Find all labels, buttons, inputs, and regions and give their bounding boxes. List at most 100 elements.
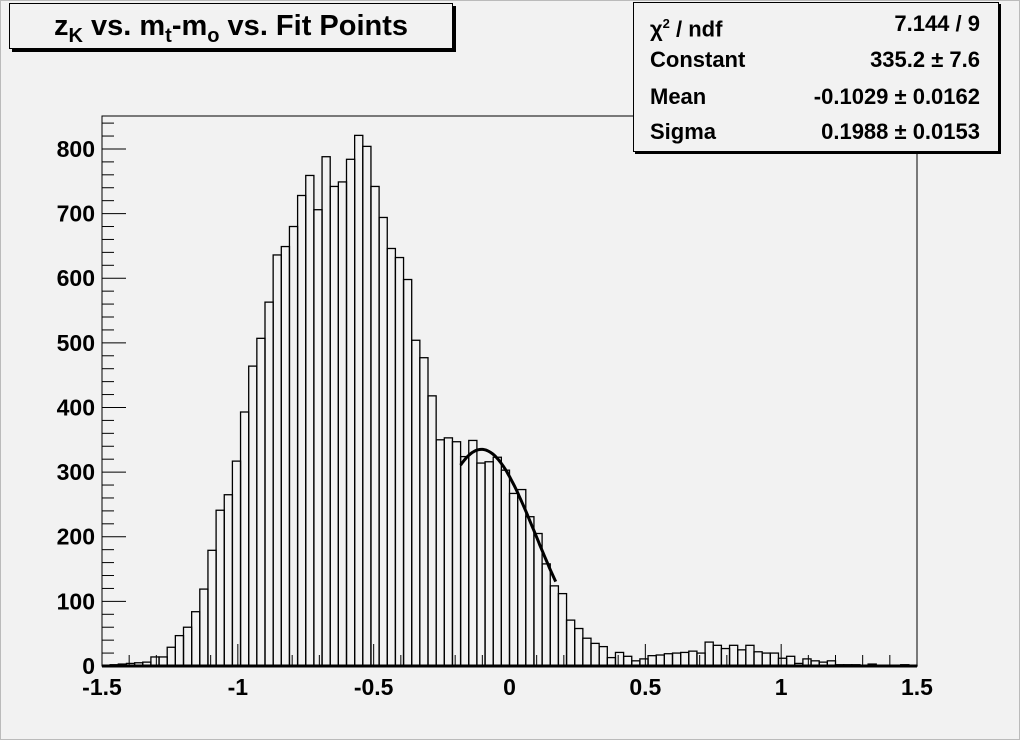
stats-label: Sigma <box>650 119 717 144</box>
histogram-bin <box>598 645 608 667</box>
y-tick-label: 800 <box>57 136 95 162</box>
histogram-bin <box>525 516 535 667</box>
histogram-bin <box>370 185 380 667</box>
histogram-bin <box>655 654 666 667</box>
histogram-bin <box>280 245 291 667</box>
histogram-bin <box>353 134 364 667</box>
histogram-bin <box>468 439 478 667</box>
histogram-bin <box>313 209 323 667</box>
y-tick-label: 500 <box>57 330 95 356</box>
histogram-bin <box>459 455 470 667</box>
histogram-bin <box>541 563 551 667</box>
title-m-sub: t <box>165 25 172 47</box>
y-tick-label: 300 <box>57 459 95 485</box>
histogram-bin <box>419 357 429 667</box>
histogram-bin <box>248 365 258 667</box>
histogram-bin <box>321 156 331 667</box>
title-z-sub: K <box>68 25 83 47</box>
histogram-bin <box>223 494 234 667</box>
histogram-bin <box>199 588 209 667</box>
chart-title: zK vs. mt-mo vs. Fit Points <box>9 3 453 49</box>
histogram-bin <box>402 278 413 667</box>
histogram-bin <box>663 653 674 667</box>
histogram-bin <box>476 462 486 667</box>
stats-label: Constant <box>650 47 746 72</box>
histogram-bin <box>720 647 731 667</box>
histogram-bin <box>492 456 503 667</box>
y-tick-label: 200 <box>57 524 95 550</box>
histogram-bin <box>582 637 592 667</box>
histogram-bin <box>574 627 584 667</box>
y-tick-label: 400 <box>57 394 95 420</box>
histogram-bin <box>769 652 780 667</box>
histogram-bin <box>671 652 682 667</box>
histogram-bin <box>215 509 225 667</box>
histogram-bin <box>239 411 250 667</box>
fit-stats-box: χ2 / ndf 7.144 / 9 Constant 335.2 ± 7.6 … <box>633 2 999 152</box>
stats-row-chi2: χ2 / ndf 7.144 / 9 <box>650 7 980 41</box>
histogram-bin <box>647 655 657 667</box>
histogram-bin <box>517 488 527 667</box>
histogram-bin <box>231 460 242 667</box>
histogram-bin <box>256 337 266 667</box>
histogram-bin <box>688 650 698 667</box>
histogram-bin <box>745 644 755 667</box>
stats-row-sigma: Sigma 0.1988 ± 0.0153 <box>650 115 980 149</box>
x-tick-label: 1 <box>775 674 788 700</box>
title-z: z <box>53 10 69 42</box>
stats-value: 7.144 / 9 <box>894 11 980 36</box>
x-tick-label: 1.5 <box>901 674 933 700</box>
histogram-bin <box>435 439 445 667</box>
x-tick-label: -0.5 <box>354 674 394 700</box>
histogram-bin <box>484 461 494 667</box>
histogram-bin <box>549 585 560 667</box>
x-tick-label: 0 <box>503 674 516 700</box>
stats-value: -0.1029 ± 0.0162 <box>813 84 980 109</box>
histogram-bin <box>680 651 690 667</box>
histogram-bin <box>182 626 193 667</box>
histogram-bin <box>174 634 185 667</box>
histogram-bin <box>190 611 201 667</box>
histogram-bin <box>565 619 576 667</box>
stats-value: 335.2 ± 7.6 <box>870 47 980 72</box>
title-dash-m: -m <box>171 10 208 42</box>
histogram-bin <box>288 225 299 667</box>
stats-row-mean: Mean -0.1029 ± 0.0162 <box>650 80 980 114</box>
histogram-bin <box>704 641 714 667</box>
histogram-bin <box>590 642 600 667</box>
histogram-bin <box>296 194 307 667</box>
histogram-bin <box>272 254 282 667</box>
histogram-bin <box>761 652 771 667</box>
histogram-bin <box>737 649 747 667</box>
histogram-bin <box>533 532 543 667</box>
histogram-bin <box>305 174 315 667</box>
histogram-bin <box>362 145 372 667</box>
stats-label: Mean <box>650 84 707 109</box>
stats-label: χ2 / ndf <box>650 16 723 42</box>
histogram-bin <box>443 437 454 667</box>
title-rest: vs. Fit Points <box>219 10 409 42</box>
histogram-bin <box>264 301 274 667</box>
x-tick-label: 0.5 <box>629 674 661 700</box>
histogram-bin <box>728 644 739 667</box>
histogram-bin <box>207 549 217 667</box>
histogram-bin <box>753 651 763 667</box>
histogram-bin <box>411 339 421 667</box>
histogram-bin <box>394 256 405 667</box>
title-vs: vs. <box>82 10 140 42</box>
stats-value: 0.1988 ± 0.0153 <box>821 119 980 144</box>
histogram-bin <box>427 395 437 667</box>
histogram-bin <box>345 158 356 667</box>
histogram-bin <box>166 646 176 667</box>
histogram-bin <box>386 247 397 667</box>
y-tick-label: 700 <box>57 201 95 227</box>
histogram-bin <box>696 652 706 667</box>
histogram-bin <box>337 181 348 667</box>
title-m: m <box>139 10 166 42</box>
y-tick-label: 100 <box>57 588 95 614</box>
histogram-bin <box>557 592 568 667</box>
x-tick-label: -1.5 <box>82 674 122 700</box>
histogram-bin <box>712 644 723 667</box>
histogram-bin <box>329 185 340 667</box>
